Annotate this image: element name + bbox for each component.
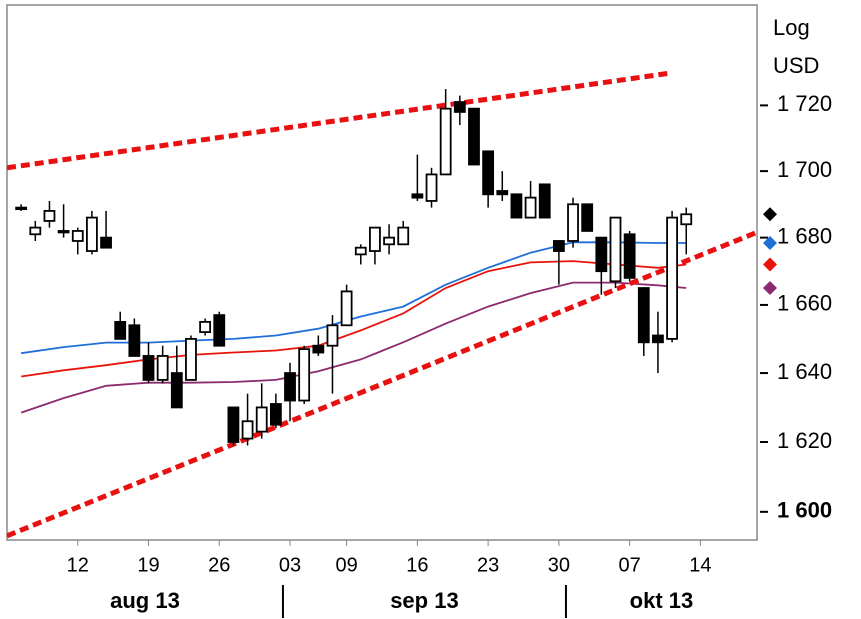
x-tick-label: 19 [137, 554, 159, 576]
candle-body [666, 216, 678, 340]
x-tick-label: 23 [477, 554, 499, 576]
candle-body [468, 107, 480, 166]
y-tick-label: 1 620 [777, 428, 832, 453]
y-tick-label: 1 700 [777, 157, 832, 182]
candle-body [524, 196, 537, 219]
x-tick-label: 26 [208, 554, 230, 576]
candle-body [637, 287, 650, 344]
candle-body [199, 320, 212, 333]
candle-body [312, 344, 325, 354]
candle-body [453, 101, 466, 113]
x-tick-label: 12 [67, 554, 89, 576]
candle-body [142, 355, 155, 381]
candle-body [269, 403, 282, 426]
y-axis-label: Log [773, 15, 810, 40]
candle-body [100, 236, 112, 249]
candle-body [383, 236, 395, 246]
candle-body [71, 230, 84, 242]
candle-body [425, 173, 438, 202]
y-tick-label: 1 640 [777, 359, 832, 384]
last-value-marker [763, 207, 777, 222]
candle-body [227, 406, 240, 443]
moving-average [20, 281, 687, 414]
y-tick-label: 1 660 [777, 291, 832, 316]
y-tick-label: 1 720 [777, 91, 832, 116]
candle-body [581, 203, 594, 232]
candle-body [397, 226, 410, 246]
candle-body [482, 150, 495, 196]
candle-body [609, 216, 622, 283]
x-tick-label: 09 [335, 554, 357, 576]
y-tick-label: 1 680 [777, 223, 832, 248]
candle-body [567, 203, 579, 242]
last-value-marker [763, 281, 777, 296]
candle-body [595, 236, 608, 273]
candle-body [439, 107, 452, 176]
plot-frame [6, 4, 758, 541]
candle-body [255, 406, 268, 433]
last-value-marker [763, 257, 777, 272]
candle-body [623, 233, 636, 279]
candle-body [340, 290, 353, 327]
candle-body [284, 372, 296, 402]
month-label: sep 13 [390, 588, 459, 613]
moving-average [21, 260, 687, 378]
candle-body [43, 210, 56, 222]
y-tick-label: 1 600 [777, 498, 832, 523]
candle-body [114, 320, 127, 340]
y-axis-label: USD [773, 53, 819, 78]
x-tick-label: 30 [548, 554, 570, 576]
candle-body [57, 230, 70, 234]
candle-body [369, 226, 381, 252]
x-tick-label: 07 [619, 554, 641, 576]
candle-body [170, 372, 183, 409]
candle-body [326, 324, 339, 347]
candle-body [29, 226, 42, 236]
candle-body [298, 348, 311, 402]
candle-body [552, 240, 565, 252]
last-value-marker [763, 235, 777, 250]
month-label: okt 13 [630, 588, 694, 613]
candle-body [354, 246, 367, 256]
candle-body [156, 355, 169, 381]
candle-body [213, 314, 226, 347]
candle-body [652, 334, 664, 344]
month-label: aug 13 [110, 588, 180, 613]
x-tick-label: 16 [406, 554, 428, 576]
trend-line [7, 229, 757, 539]
candle-body [538, 183, 551, 219]
x-tick-label: 03 [279, 554, 301, 576]
candle-body [15, 206, 28, 211]
candle-body [185, 337, 197, 381]
candle-body [128, 324, 141, 357]
candle-body [496, 190, 509, 196]
candle-body [680, 213, 693, 226]
x-tick-label: 14 [689, 554, 711, 576]
candle-body [411, 193, 424, 199]
candle-body [510, 193, 523, 219]
candle-body [86, 216, 98, 252]
candle-body [241, 420, 254, 440]
